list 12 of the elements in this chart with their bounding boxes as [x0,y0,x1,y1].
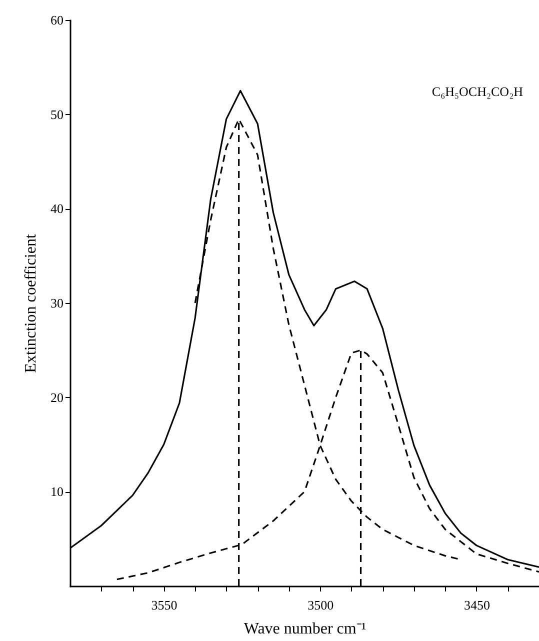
y-tick-label: 20 [50,390,64,405]
y-tick-label: 60 [50,12,64,28]
y-tick-label: 50 [50,106,64,122]
y-tick-label: 10 [50,484,64,500]
annotation: C₆H₅OCH₂CO₂H [432,84,523,99]
y-axis-title: Extinction coefficient [22,234,40,373]
x-tick-label: 3550 [151,598,178,612]
y-tick-label: 30 [50,296,64,310]
y-tick-label: 40 [50,201,64,216]
x-tick-label: 3450 [464,598,490,612]
x-axis-title: Wave number cm⁻¹ [244,620,366,638]
x-tick-label: 3500 [308,598,334,612]
